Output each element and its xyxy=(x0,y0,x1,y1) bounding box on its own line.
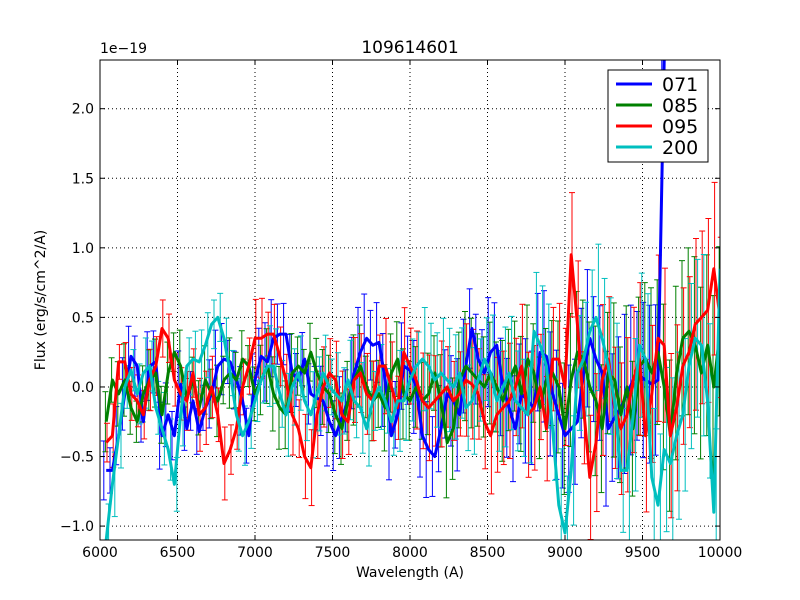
series-line-200 xyxy=(104,268,720,540)
x-tick-label: 7000 xyxy=(237,545,273,561)
x-tick-label: 8500 xyxy=(470,545,506,561)
y-tick-label: −0.5 xyxy=(60,450,94,466)
y-axis-label: Flux (erg/s/cm^2/A) xyxy=(33,230,49,370)
x-tick-label: 7500 xyxy=(315,545,351,561)
legend-label-095: 095 xyxy=(662,116,698,138)
chart-title: 109614601 xyxy=(361,38,458,58)
y-offset-label: 1e−19 xyxy=(100,41,147,57)
axis-ticks xyxy=(99,60,721,540)
series-line-085 xyxy=(104,329,720,445)
x-tick-label: 6000 xyxy=(82,545,118,561)
x-tick-label: 9000 xyxy=(547,545,583,561)
x-tick-label: 8000 xyxy=(392,545,428,561)
y-tick-label: −1.0 xyxy=(60,519,94,535)
x-tick-label: 10000 xyxy=(698,545,743,561)
legend-label-085: 085 xyxy=(662,95,698,117)
error-bars-200 xyxy=(105,182,720,540)
y-tick-labels: −1.0 −0.5 0.0 0.5 1.0 1.5 2.0 xyxy=(60,102,94,535)
x-axis-label: Wavelength (A) xyxy=(356,565,464,581)
y-tick-label: 0.5 xyxy=(72,310,94,326)
y-tick-label: 2.0 xyxy=(72,102,94,118)
x-tick-label: 6500 xyxy=(160,545,196,561)
y-tick-label: 0.0 xyxy=(72,380,94,396)
y-tick-label: 1.5 xyxy=(72,171,94,187)
series-lines xyxy=(104,60,720,540)
y-tick-label: 1.0 xyxy=(72,241,94,257)
series-line-071 xyxy=(106,60,666,472)
x-tick-label: 9500 xyxy=(625,545,661,561)
legend-label-200: 200 xyxy=(662,137,698,159)
legend-label-071: 071 xyxy=(662,74,698,96)
x-tick-labels: 6000 6500 7000 7500 8000 8500 9000 9500 10000 xyxy=(82,545,742,561)
